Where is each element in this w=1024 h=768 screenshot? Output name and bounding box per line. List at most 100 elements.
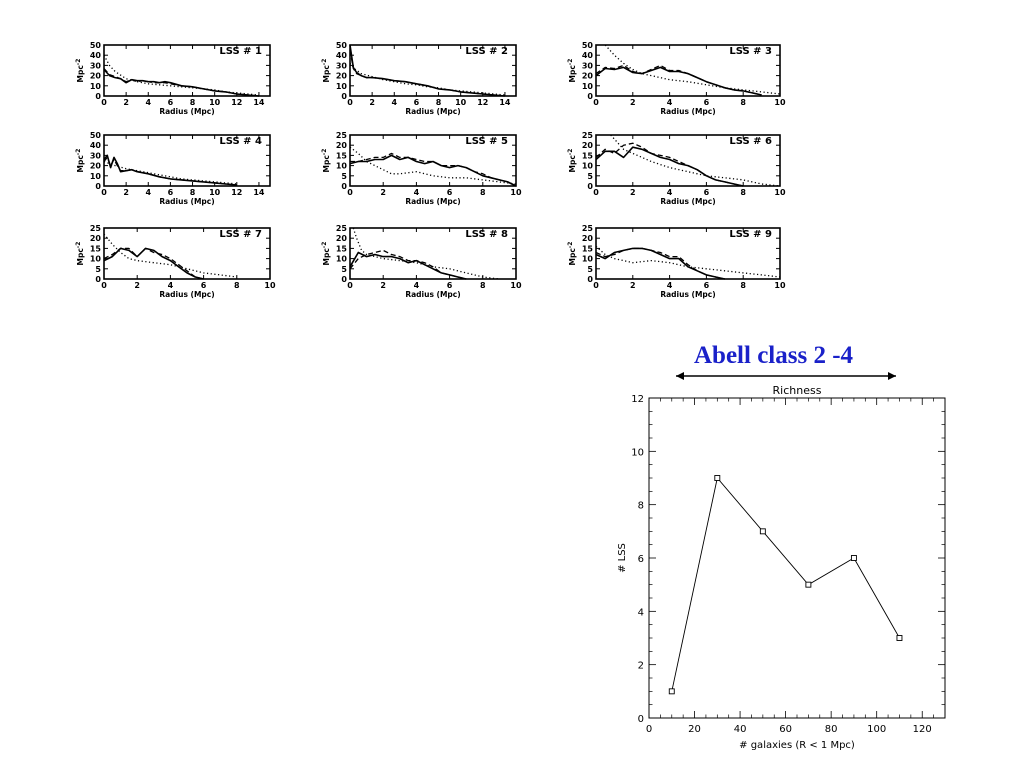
x-tick-label: 120 [913,724,932,735]
x-tick-label: 10 [774,188,786,197]
y-tick-label: 15 [582,151,594,160]
x-tick-label: 10 [264,281,276,290]
y-tick-label: 20 [582,141,594,150]
x-tick-label: 40 [734,724,747,735]
y-tick-label: 20 [582,72,594,81]
y-tick-label: 5 [587,172,593,181]
panel-frame [595,227,781,280]
x-tick-label: 4 [667,281,673,290]
y-axis-label: Mpc-2 [567,59,577,83]
y-tick-label: 0 [95,182,101,191]
y-tick-label: 25 [90,224,102,233]
series-line-dashed [350,152,517,187]
x-tick-label: 20 [688,724,701,735]
x-axis-label: Radius (Mpc) [660,290,715,299]
y-tick-label: 10 [90,172,102,181]
y-tick-label: 25 [582,131,594,140]
series-line-dashed [349,249,467,280]
panel-frame [349,227,517,280]
panel-title: LSS # 8 [465,229,508,240]
series-line-solid [103,154,237,186]
series-line-solid [595,66,762,96]
x-tick-label: 100 [867,724,886,735]
y-tick-label: 10 [336,162,348,171]
y-tick-label: 4 [638,607,644,618]
y-axis-label: Mpc-2 [321,242,331,266]
y-tick-label: 10 [582,255,594,264]
x-tick-label: 6 [447,188,453,197]
x-axis-label: Radius (Mpc) [159,290,214,299]
x-axis-label: Radius (Mpc) [405,107,460,116]
y-tick-label: 15 [582,244,594,253]
series-line-dotted [349,62,505,96]
y-axis-label-exponent: -2 [567,149,574,156]
x-tick-label: 4 [667,98,673,107]
x-axis-label: # galaxies (R < 1 Mpc) [739,740,855,751]
y-tick-label: 30 [90,61,102,70]
y-tick-label: 20 [90,72,102,81]
series-line-dotted [610,134,781,187]
x-tick-label: 8 [436,98,442,107]
y-tick-label: 20 [582,234,594,243]
y-tick-label: 10 [336,82,348,91]
y-tick-label: 12 [631,394,644,405]
y-axis-label-exponent: -2 [567,59,574,66]
y-tick-label: 10 [336,255,348,264]
y-tick-label: 25 [582,224,594,233]
x-tick-label: 2 [123,188,129,197]
y-tick-label: 25 [336,224,348,233]
y-axis-label-exponent: -2 [567,242,574,249]
series-line-dotted [595,245,781,278]
y-tick-label: 40 [90,141,102,150]
x-tick-label: 12 [231,188,242,197]
x-tick-label: 8 [480,281,486,290]
y-axis-label: Mpc-2 [321,149,331,173]
x-tick-label: 8 [234,281,240,290]
x-tick-label: 0 [593,281,599,290]
y-tick-label: 0 [587,92,593,101]
x-axis-label: Radius (Mpc) [405,290,460,299]
x-tick-label: 10 [209,188,221,197]
y-tick-label: 20 [336,234,348,243]
y-tick-label: 15 [336,244,348,253]
x-tick-label: 4 [145,188,151,197]
y-tick-label: 15 [90,244,102,253]
y-tick-label: 5 [341,172,347,181]
series-line-dashed [595,142,744,187]
x-tick-label: 14 [253,98,265,107]
x-tick-label: 4 [414,281,420,290]
x-tick-label: 12 [231,98,242,107]
x-tick-label: 14 [499,98,511,107]
richness-label: Richness [773,384,822,397]
x-axis-label: Radius (Mpc) [405,197,460,206]
panel-title: LSS # 1 [219,46,262,57]
y-tick-label: 10 [582,82,594,91]
data-point-marker [714,475,721,481]
x-tick-label: 10 [455,98,467,107]
y-tick-label: 10 [90,82,102,91]
y-tick-label: 0 [95,275,101,284]
y-axis-label-exponent: -2 [75,59,82,66]
y-tick-label: 0 [341,182,347,191]
y-tick-label: 30 [582,61,594,70]
x-tick-label: 8 [740,98,746,107]
y-tick-label: 0 [341,92,347,101]
y-tick-label: 0 [587,182,593,191]
y-tick-label: 10 [582,162,594,171]
x-tick-label: 6 [704,281,710,290]
x-tick-label: 0 [347,98,353,107]
x-tick-label: 6 [168,98,174,107]
x-tick-label: 0 [593,98,599,107]
data-point-marker [668,688,675,695]
series-line-dashed [595,64,762,96]
x-tick-label: 6 [447,281,453,290]
x-axis-label: Radius (Mpc) [660,197,715,206]
y-tick-label: 20 [336,141,348,150]
y-tick-label: 30 [336,61,348,70]
